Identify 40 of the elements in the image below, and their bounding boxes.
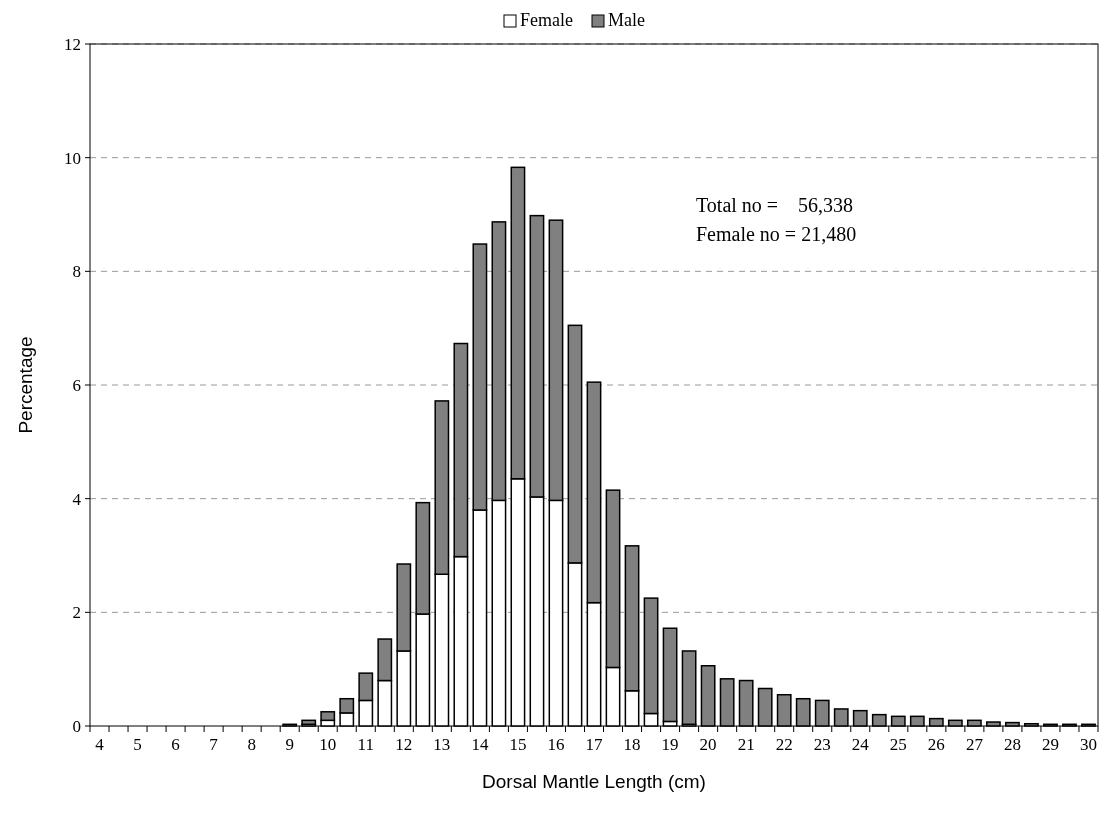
x-tick-label: 24 bbox=[851, 735, 870, 754]
y-tick-label: 2 bbox=[72, 603, 81, 623]
x-tick-label: 4 bbox=[95, 735, 105, 754]
annotation: Female no = 21,480 bbox=[696, 223, 857, 245]
x-tick-label: 17 bbox=[585, 735, 603, 754]
x-tick-label: 12 bbox=[395, 735, 413, 754]
y-tick-label: 8 bbox=[72, 262, 81, 282]
x-tick-label: 11 bbox=[357, 735, 374, 754]
x-tick-label: 9 bbox=[285, 735, 294, 754]
y-tick-label: 4 bbox=[72, 489, 82, 509]
x-tick-label: 30 bbox=[1079, 735, 1097, 754]
y-tick-label: 12 bbox=[64, 34, 81, 54]
x-axis-title: Dorsal Mantle Length (cm) bbox=[482, 771, 706, 792]
x-tick-label: 13 bbox=[433, 735, 451, 754]
x-tick-label: 6 bbox=[171, 735, 180, 754]
x-tick-label: 26 bbox=[927, 735, 945, 754]
x-tick-label: 22 bbox=[775, 735, 793, 754]
x-tick-label: 28 bbox=[1003, 735, 1021, 754]
y-tick-label: 10 bbox=[64, 148, 81, 168]
x-tick-label: 14 bbox=[471, 735, 489, 754]
x-tick-label: 19 bbox=[661, 735, 679, 754]
annotation: Total no = 56,338 bbox=[696, 194, 854, 216]
x-tick-label: 23 bbox=[813, 735, 831, 754]
x-tick-label: 10 bbox=[319, 735, 337, 754]
x-tick-label: 29 bbox=[1041, 735, 1059, 754]
y-tick-label: 0 bbox=[72, 716, 81, 736]
x-tick-label: 7 bbox=[209, 735, 219, 754]
x-tick-label: 21 bbox=[737, 735, 755, 754]
x-tick-label: 5 bbox=[133, 735, 142, 754]
x-tick-label: 27 bbox=[965, 735, 984, 754]
x-tick-label: 18 bbox=[623, 735, 641, 754]
y-axis-title: Percentage bbox=[15, 336, 36, 434]
x-tick-label: 8 bbox=[247, 735, 256, 754]
x-tick-label: 25 bbox=[889, 735, 907, 754]
y-tick-label: 6 bbox=[72, 375, 81, 395]
legend-label: Female bbox=[520, 10, 573, 30]
x-tick-label: 16 bbox=[547, 735, 565, 754]
x-tick-label: 20 bbox=[699, 735, 717, 754]
legend-label: Male bbox=[608, 10, 645, 30]
x-tick-label: 15 bbox=[509, 735, 527, 754]
